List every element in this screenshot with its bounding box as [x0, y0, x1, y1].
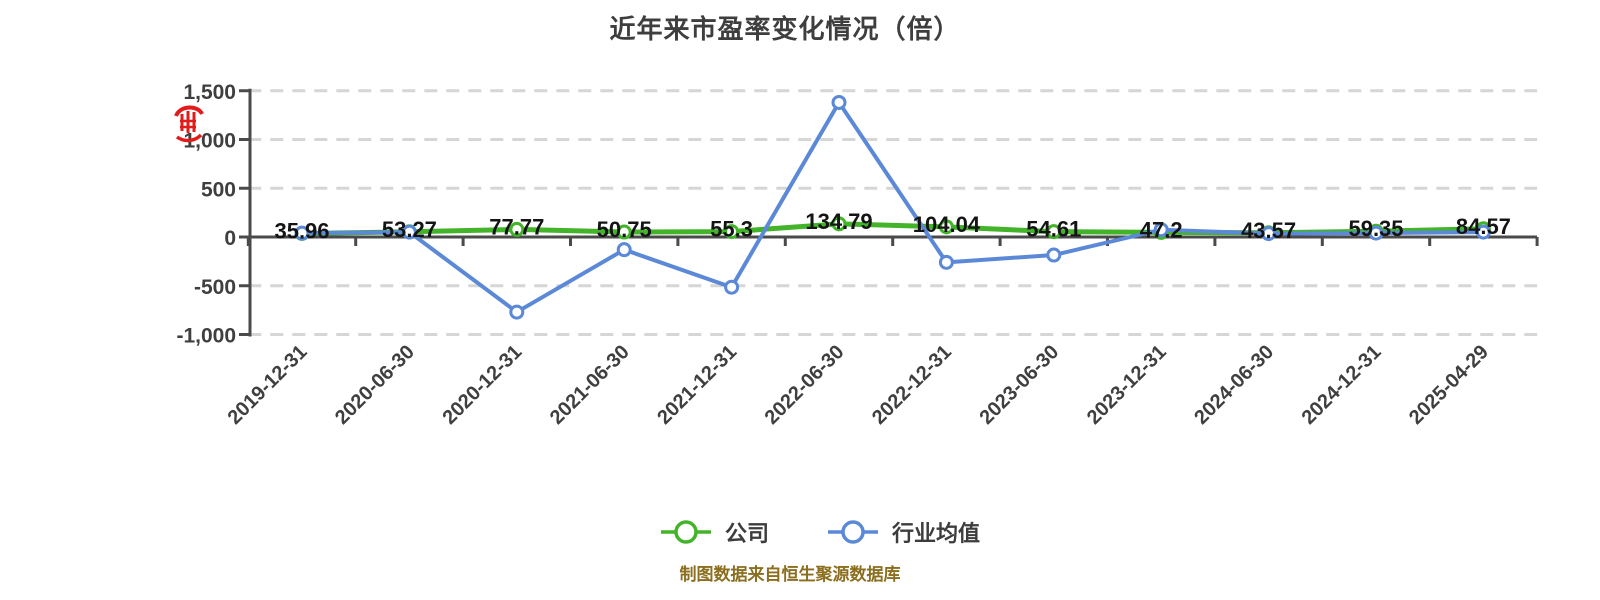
value-label: 54.61 [1026, 217, 1081, 242]
data-point-marker [1475, 224, 1491, 240]
value-label: 53.27 [382, 217, 437, 242]
y-axis-tick-label: -1,000 [176, 325, 236, 348]
data-point-marker [401, 224, 417, 240]
x-axis-date-label: 2022-12-31 [868, 341, 956, 429]
data-point-marker [1368, 225, 1384, 241]
company-series-marker-icon [660, 520, 711, 544]
value-label: 84.57 [1456, 214, 1511, 239]
x-axis-date-label: 2022-06-30 [761, 341, 849, 429]
data-source-note: 制图数据来自恒生聚源数据库 [679, 565, 901, 584]
x-axis-date-label: 2020-06-30 [331, 341, 419, 429]
x-axis-date-label: 2023-12-31 [1083, 341, 1171, 429]
data-point-marker [509, 304, 525, 320]
x-axis-date-label: 2020-12-31 [438, 341, 526, 429]
x-axis-date-label: 2024-06-30 [1190, 341, 1278, 429]
x-axis-date-label: 2019-12-31 [224, 341, 312, 429]
value-label: 43.57 [1241, 218, 1296, 243]
data-point-marker [1153, 222, 1169, 238]
y-axis-tick-label: 500 [201, 178, 236, 201]
chart-title: 近年来市盈率变化情况（倍） [609, 14, 961, 44]
value-label: 50.75 [597, 217, 652, 242]
industry-series-marker-icon [828, 520, 878, 544]
x-axis-date-label: 2024-12-31 [1298, 341, 1386, 429]
legend-item-industry-average[interactable]: 行业均值 [827, 516, 980, 548]
data-point-marker [938, 254, 954, 270]
industry-series-line [301, 100, 1484, 315]
legend-label-industry-average: 行业均值 [892, 521, 981, 546]
data-point-marker [1046, 247, 1062, 263]
y-axis-tick-label: 0 [224, 227, 236, 250]
data-point-marker [616, 224, 632, 240]
y-axis-tick-label: 1,500 [183, 81, 236, 104]
x-axis-date-label: 2023-06-30 [975, 341, 1063, 429]
value-label: 104.04 [913, 212, 981, 237]
data-point-marker [509, 221, 525, 237]
data-point-marker [831, 94, 847, 110]
data-point-marker [616, 242, 632, 258]
x-axis-date-label: 2021-12-31 [653, 341, 741, 429]
legend-label-company: 公司 [724, 521, 769, 546]
value-label: 55.3 [710, 217, 753, 242]
y-axis-tick-label: -500 [194, 276, 236, 299]
red-watermark-icon [174, 105, 204, 143]
data-point-marker [1046, 224, 1062, 240]
data-point-marker [1261, 226, 1277, 242]
x-axis-date-label: 2025-04-29 [1405, 341, 1493, 429]
data-point-marker [724, 224, 740, 240]
value-label: 47.2 [1140, 217, 1183, 242]
legend-item-company[interactable]: 公司 [660, 516, 769, 548]
legend: 公司 行业均值 [0, 516, 1600, 548]
data-point-marker [294, 225, 310, 241]
y-axis-tick-label: 1,000 [183, 130, 236, 153]
value-label: 59.35 [1348, 216, 1403, 241]
data-point-marker [831, 216, 847, 232]
value-label: 77.77 [489, 214, 544, 239]
value-label: 35.96 [274, 218, 329, 243]
data-point-marker [724, 279, 740, 295]
value-label: 134.79 [805, 209, 872, 234]
data-point-marker [938, 219, 954, 235]
x-axis-date-label: 2021-06-30 [546, 341, 634, 429]
